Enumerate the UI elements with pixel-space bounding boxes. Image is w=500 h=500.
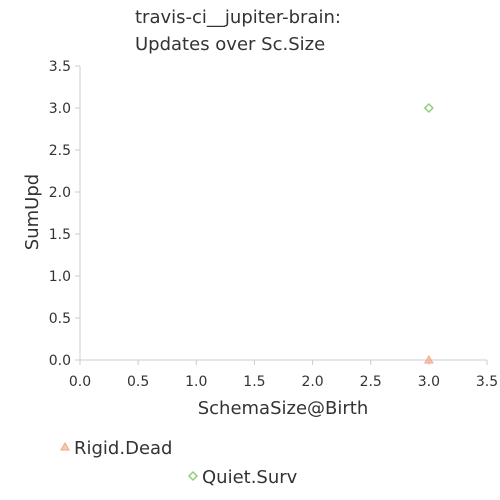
y-tick-label: 0.5 — [49, 311, 71, 327]
legend-label-quiet-surv: Quiet.Surv — [202, 467, 298, 488]
chart-subtitle: Updates over Sc.Size — [135, 34, 325, 55]
axes — [79, 66, 487, 361]
x-tick-label: 2.5 — [360, 374, 382, 390]
y-tick-label: 2.5 — [49, 143, 71, 159]
y-tick-label: 2.0 — [49, 185, 71, 201]
x-axis-label: SchemaSize@Birth — [198, 398, 369, 419]
x-tick-label: 3.0 — [418, 374, 440, 390]
y-tick-label: 1.5 — [49, 227, 71, 243]
x-ticks: 0.0 0.5 1.0 1.5 2.0 2.5 3.0 3.5 — [69, 360, 498, 390]
legend: Rigid.Dead Quiet.Surv — [60, 438, 298, 488]
x-tick-label: 3.5 — [476, 374, 498, 390]
legend-marker-rigid-dead — [60, 441, 70, 451]
x-tick-label: 2.0 — [301, 374, 323, 390]
data-point-rigid-dead — [423, 354, 434, 364]
chart-title: travis-ci__jupiter-brain: — [135, 7, 341, 28]
x-tick-label: 1.5 — [243, 374, 265, 390]
x-tick-label: 0.5 — [127, 374, 149, 390]
data-points — [423, 102, 434, 364]
legend-label-rigid-dead: Rigid.Dead — [74, 438, 172, 459]
y-tick-label: 1.0 — [49, 269, 71, 285]
y-tick-label: 3.0 — [49, 101, 71, 117]
data-point-quiet-surv — [423, 102, 434, 114]
y-axis-label: SumUpd — [22, 174, 43, 250]
x-tick-label: 1.0 — [185, 374, 207, 390]
x-tick-label: 0.0 — [69, 374, 91, 390]
y-ticks: 0.0 0.5 1.0 1.5 2.0 2.5 3.0 3.5 — [49, 59, 80, 369]
y-tick-label: 3.5 — [49, 59, 71, 75]
legend-marker-quiet-surv — [187, 470, 199, 482]
y-tick-label: 0.0 — [49, 353, 71, 369]
